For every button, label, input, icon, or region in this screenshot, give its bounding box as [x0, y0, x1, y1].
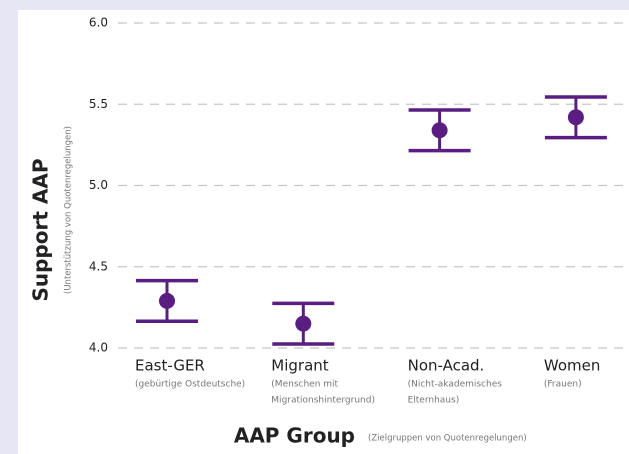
x-tick-sublabel: (Nicht-akademisches	[408, 380, 503, 390]
x-tick-sublabel: (Frauen)	[544, 380, 582, 390]
x-tick-label: Non-Acad.	[408, 357, 485, 375]
y-tick-label: 5.0	[89, 178, 108, 192]
point	[295, 315, 312, 332]
x-tick-label: East-GER	[135, 357, 205, 375]
y-axis-title: Support AAP	[29, 158, 53, 301]
x-tick-sublabel: Elternhaus)	[408, 396, 460, 406]
x-tick-label: Migrant	[271, 357, 328, 375]
x-axis-subtitle: (Zielgruppen von Quotenregelungen)	[368, 434, 527, 444]
point	[431, 122, 448, 139]
x-tick-sublabel: (gebürtige Ostdeutsche)	[135, 380, 245, 390]
y-tick-label: 4.5	[89, 259, 108, 273]
panel	[18, 10, 629, 454]
point	[567, 109, 584, 126]
x-tick-label: Women	[544, 357, 600, 375]
y-axis-subtitle: (Unterstützung von Quotenregelungen)	[64, 126, 74, 294]
x-tick-sublabel: (Menschen mit	[271, 380, 338, 390]
point	[159, 292, 175, 309]
y-tick-label: 5.5	[89, 97, 108, 111]
y-tick-label: 4.0	[89, 341, 108, 355]
x-axis-title: AAP Group	[234, 424, 355, 448]
x-tick-sublabel: Migrationshintergrund)	[271, 396, 375, 406]
y-tick-label: 6.0	[89, 16, 108, 30]
